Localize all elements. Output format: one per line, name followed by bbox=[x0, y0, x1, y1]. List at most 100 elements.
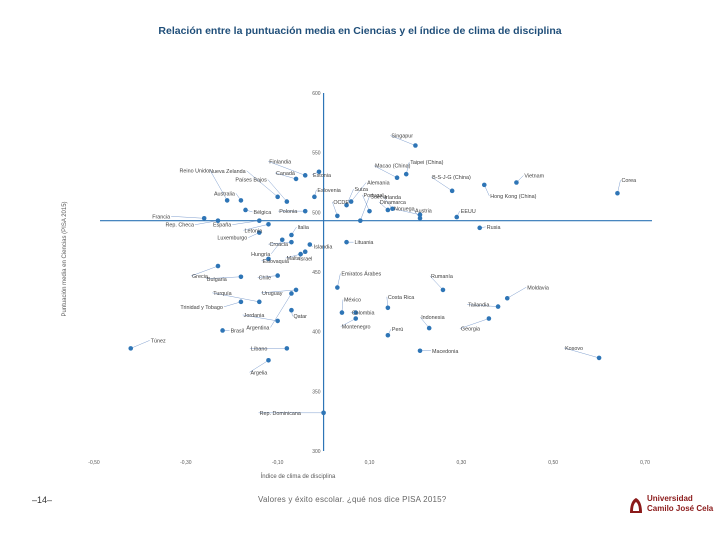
leader-line bbox=[249, 360, 269, 373]
x-tick-label: 0,50 bbox=[548, 460, 558, 466]
point-label: Bulgaria bbox=[207, 277, 227, 283]
point-label: Malta bbox=[287, 256, 300, 262]
leader-line bbox=[340, 318, 356, 327]
point-label: Austria bbox=[415, 208, 432, 214]
data-point bbox=[128, 346, 134, 351]
data-point bbox=[454, 214, 460, 220]
leader-line bbox=[243, 224, 269, 231]
data-point bbox=[289, 232, 294, 238]
point-label: Perú bbox=[392, 327, 403, 333]
data-point bbox=[316, 169, 322, 175]
point-label: Eslovenia bbox=[317, 188, 340, 194]
x-tick-label: 0,30 bbox=[456, 460, 466, 466]
point-label: Macedonia bbox=[432, 349, 458, 355]
point-label: Luxemburgo bbox=[217, 236, 247, 242]
data-point bbox=[275, 318, 280, 324]
data-point bbox=[390, 206, 395, 212]
point-label: EEUU bbox=[461, 209, 476, 215]
x-axis-title: Índice de clima de disciplina bbox=[261, 473, 336, 480]
data-point bbox=[495, 304, 501, 309]
data-point bbox=[275, 273, 280, 278]
data-point bbox=[266, 256, 271, 262]
point-label: Suiza bbox=[355, 187, 369, 193]
leader-line bbox=[257, 275, 278, 278]
data-point bbox=[385, 305, 391, 311]
leader-line bbox=[360, 196, 370, 221]
leader-line bbox=[419, 316, 430, 329]
point-label: Bélgica bbox=[254, 210, 272, 216]
data-point bbox=[449, 188, 455, 194]
data-point bbox=[284, 346, 290, 351]
point-label: Portugal bbox=[364, 193, 384, 199]
point-label: Reino Unido bbox=[179, 168, 209, 174]
data-point bbox=[417, 348, 423, 354]
data-point bbox=[238, 299, 244, 305]
point-label: Argentina bbox=[246, 325, 269, 331]
data-point bbox=[358, 218, 363, 223]
point-label: Vietnam bbox=[524, 174, 544, 180]
data-point bbox=[302, 249, 308, 255]
data-point bbox=[440, 287, 446, 293]
leader-line bbox=[285, 253, 301, 259]
point-label: Argelia bbox=[250, 370, 267, 376]
data-point bbox=[335, 285, 340, 290]
data-point bbox=[385, 207, 391, 213]
point-label: Líbano bbox=[251, 346, 268, 352]
data-point bbox=[596, 355, 602, 361]
leader-line bbox=[337, 273, 341, 288]
page-number: –14– bbox=[32, 495, 53, 505]
data-point bbox=[266, 221, 271, 227]
data-point bbox=[298, 251, 303, 257]
leader-line bbox=[190, 265, 219, 277]
leader-line bbox=[332, 201, 338, 216]
point-label: Indonesia bbox=[421, 315, 444, 321]
leader-line bbox=[274, 172, 297, 180]
logo-text-line1: Universidad bbox=[647, 494, 693, 503]
leader-line bbox=[212, 292, 260, 303]
point-label: Turquía bbox=[213, 291, 231, 297]
leader-line bbox=[346, 189, 354, 206]
data-point bbox=[284, 199, 290, 204]
leader-line bbox=[429, 275, 444, 291]
leader-line bbox=[392, 208, 421, 215]
data-point bbox=[413, 143, 418, 148]
point-label: Israel bbox=[299, 257, 312, 263]
data-point bbox=[293, 176, 299, 182]
x-tick-label: 0,10 bbox=[365, 460, 375, 466]
point-label: B-S-J-G (China) bbox=[432, 175, 471, 181]
point-label: Suecia bbox=[370, 195, 386, 201]
data-point bbox=[335, 213, 340, 219]
point-label: Islandia bbox=[314, 245, 333, 251]
y-tick-label: 600 bbox=[312, 91, 321, 97]
point-label: Estonia bbox=[313, 173, 331, 179]
data-point bbox=[417, 216, 423, 221]
data-point bbox=[289, 307, 294, 313]
data-point bbox=[257, 218, 262, 223]
leader-line bbox=[459, 318, 489, 329]
point-label: Georgia bbox=[461, 327, 480, 333]
chart-title: Relación entre la puntuación media en Ci… bbox=[158, 25, 561, 37]
point-label: Uruguay bbox=[262, 291, 283, 297]
data-point bbox=[307, 242, 313, 247]
university-emblem-icon bbox=[630, 498, 642, 513]
data-point bbox=[385, 332, 391, 338]
data-point bbox=[238, 198, 244, 203]
point-label: Australia bbox=[214, 191, 235, 197]
data-point bbox=[302, 173, 308, 178]
y-tick-label: 350 bbox=[312, 389, 321, 395]
data-point bbox=[504, 295, 510, 301]
data-point bbox=[339, 310, 345, 315]
point-label: Italia bbox=[297, 225, 308, 231]
point-label: Irlanda bbox=[384, 195, 400, 201]
data-point bbox=[344, 239, 349, 245]
point-label: México bbox=[344, 298, 361, 304]
data-point bbox=[403, 171, 409, 177]
leader-line bbox=[268, 161, 306, 176]
point-label: Países Bajos bbox=[235, 178, 267, 184]
data-point bbox=[220, 328, 225, 333]
point-label: Rep. Checa bbox=[166, 223, 194, 229]
leader-line bbox=[223, 301, 242, 308]
point-label: Alemania bbox=[367, 181, 389, 187]
leader-line bbox=[261, 289, 297, 294]
